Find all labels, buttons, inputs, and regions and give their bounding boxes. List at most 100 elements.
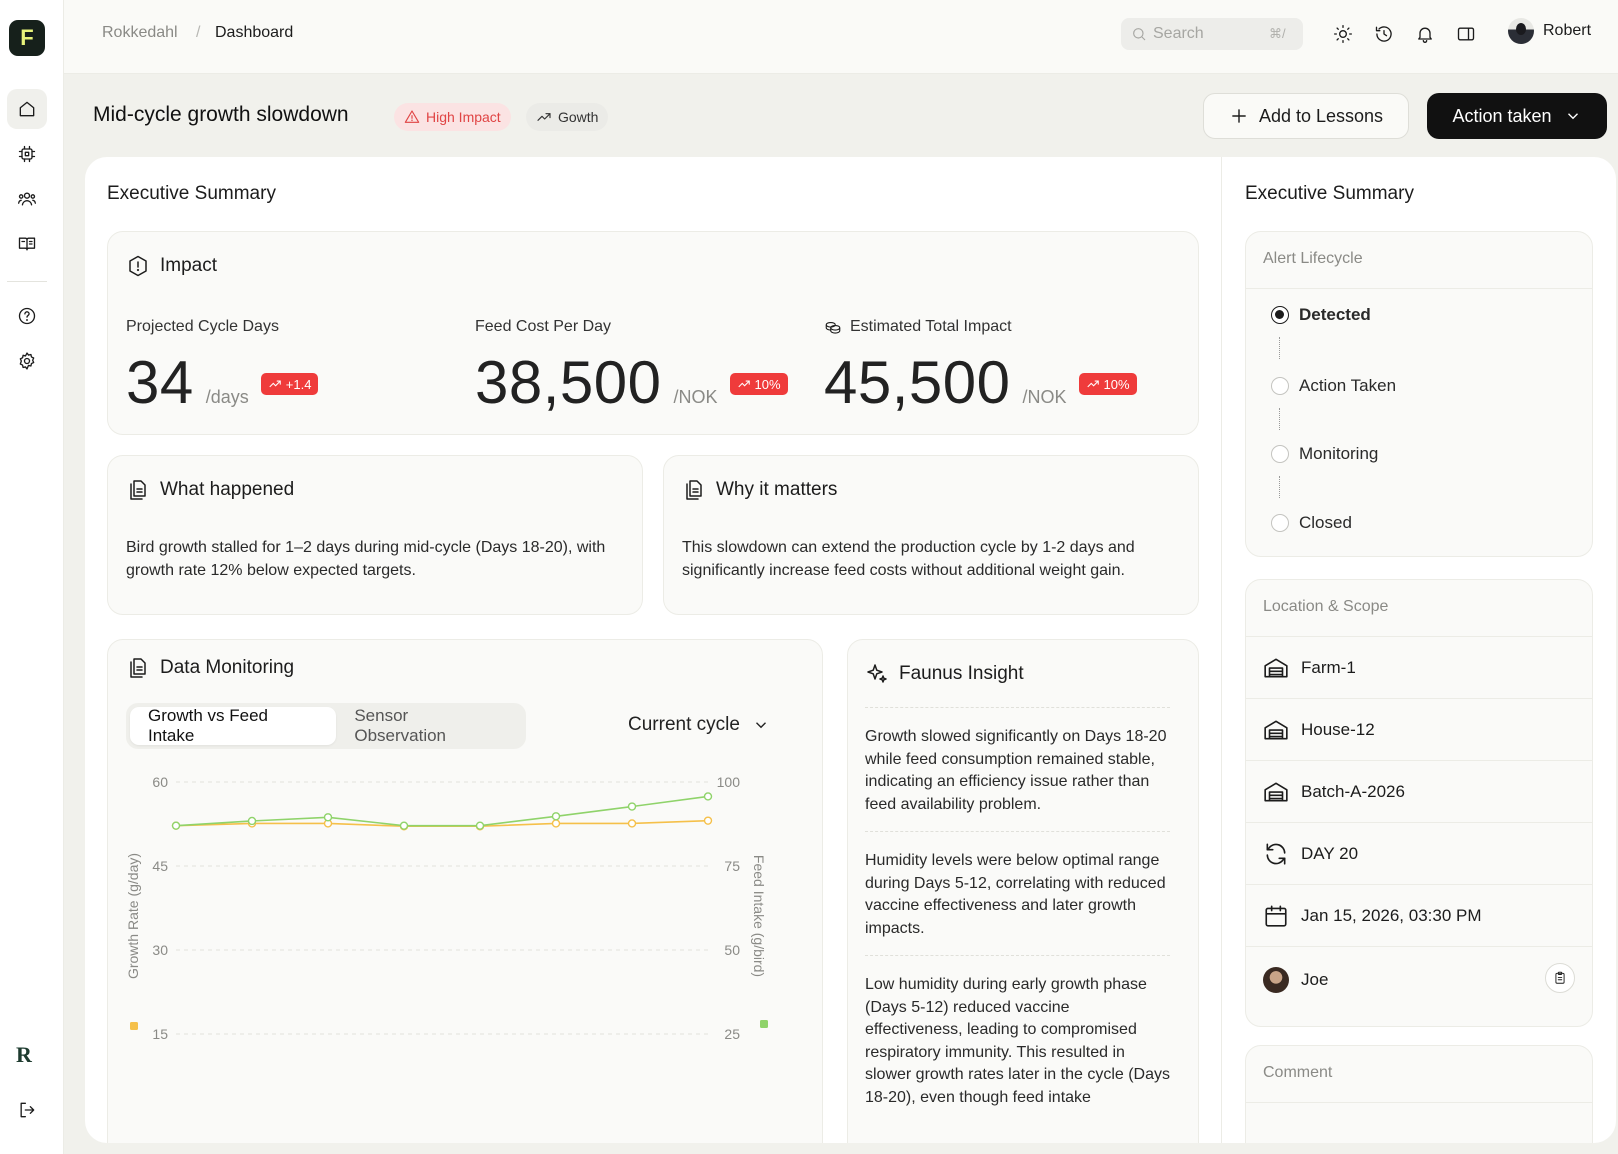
panel-toggle[interactable] (1454, 22, 1478, 46)
copy-button[interactable] (1545, 963, 1575, 993)
notifications-button[interactable] (1413, 22, 1437, 46)
search-shortcut: ⌘/ (1269, 26, 1286, 41)
what-happened-header: What happened (126, 478, 294, 502)
left-tick-label: 30 (152, 942, 168, 958)
location-date: Jan 15, 2026, 03:30 PM (1246, 885, 1592, 947)
day-value: DAY 20 (1301, 843, 1359, 863)
right-tick-label: 25 (724, 1026, 740, 1042)
breadcrumb-page[interactable]: Dashboard (215, 24, 294, 41)
insight-header: Faunus Insight (865, 662, 1024, 686)
sun-icon (1334, 25, 1352, 43)
left-axis-legend-marker (130, 1022, 138, 1030)
trend-up-icon (537, 113, 551, 121)
right-tick-label: 100 (717, 774, 741, 790)
theme-toggle[interactable] (1331, 22, 1355, 46)
metric-cycle-days: Projected Cycle Days 34 /days +1.4 (126, 316, 319, 417)
step-action-taken[interactable]: Action Taken (1271, 376, 1396, 396)
nav-home[interactable] (7, 89, 47, 129)
what-happened-text: Bird growth stalled for 1–2 days during … (126, 539, 606, 579)
step-connector (1279, 337, 1280, 359)
user-name: Robert (1543, 22, 1592, 39)
search-box[interactable]: ⌘/ (1121, 18, 1303, 50)
clipboard-icon (1555, 971, 1565, 984)
right-axis-legend-marker (760, 1020, 768, 1028)
lifecycle-title: Alert Lifecycle (1246, 232, 1592, 289)
nav-devices[interactable] (7, 134, 47, 174)
chip-icon (18, 145, 36, 163)
data-monitoring-card: Data Monitoring Growth vs Feed Intake Se… (107, 639, 823, 1143)
series-point-0 (627, 819, 637, 828)
date-value: Jan 15, 2026, 03:30 PM (1301, 905, 1482, 925)
trend-badge: 10% (1078, 373, 1137, 395)
sidebar: F R (0, 0, 64, 1154)
impact-card: Impact Projected Cycle Days 34 /days +1.… (107, 231, 1199, 435)
location-house: House-12 (1246, 699, 1592, 761)
nav-users[interactable] (7, 179, 47, 219)
app-logo[interactable]: F (9, 20, 45, 56)
category-badge: Gowth (526, 103, 609, 131)
help-icon (18, 307, 36, 325)
impact-badge: High Impact (394, 103, 511, 131)
search-input[interactable] (1153, 25, 1263, 43)
right-axis-label: Feed Intake (g/bird) (751, 855, 767, 977)
sidebar-panel-icon (1457, 27, 1475, 41)
metric-label: Feed Cost Per Day (475, 318, 612, 335)
user-menu[interactable]: Robert (1508, 18, 1591, 44)
radio-unchecked (1271, 514, 1289, 532)
nav-lessons[interactable] (7, 224, 47, 264)
users-icon (18, 192, 36, 206)
series-point-0 (551, 819, 561, 828)
action-taken-dropdown[interactable]: Action taken (1427, 93, 1607, 139)
metric-label-row: Estimated Total Impact (824, 316, 1137, 338)
logout-button[interactable] (7, 1090, 47, 1130)
comment-card: Comment (1245, 1045, 1593, 1143)
right-tick-label: 75 (724, 858, 740, 874)
calendar-icon (1265, 904, 1287, 927)
metric-unit: /NOK (673, 387, 718, 407)
metric-unit: /days (205, 387, 249, 407)
warehouse-icon (1264, 720, 1288, 739)
cycle-select-label: Current cycle (628, 714, 740, 735)
farm-value: Farm-1 (1301, 657, 1356, 677)
search-icon (1133, 28, 1146, 41)
gear-icon (19, 352, 35, 370)
history-button[interactable] (1372, 22, 1396, 46)
tab-sensor-observation[interactable]: Sensor Observation (354, 706, 447, 745)
metric-value: 34 (126, 349, 194, 416)
insight-card: Faunus Insight Growth slowed significant… (847, 639, 1199, 1143)
comment-title: Comment (1246, 1046, 1592, 1103)
location-day: DAY 20 (1246, 823, 1592, 885)
tab-growth-vs-feed[interactable]: Growth vs Feed Intake (130, 706, 337, 745)
avatar (1263, 967, 1289, 993)
step-monitoring[interactable]: Monitoring (1271, 444, 1378, 464)
refresh-icon (1266, 842, 1286, 865)
cycle-select[interactable]: Current cycle (628, 714, 770, 736)
left-tick-label: 45 (152, 858, 168, 874)
left-tick-label: 15 (152, 1026, 168, 1042)
nav-help[interactable] (7, 296, 47, 336)
chevron-down-icon (1567, 113, 1578, 120)
add-to-lessons-button[interactable]: Add to Lessons (1203, 93, 1409, 139)
series-point-1 (475, 821, 485, 830)
bell-icon (1418, 27, 1432, 43)
document-icon (130, 658, 146, 678)
trend-value: 10% (1103, 376, 1130, 392)
nav-settings[interactable] (7, 341, 47, 381)
trend-value: 10% (754, 376, 781, 392)
breadcrumb-separator: / (196, 24, 201, 41)
step-label: Action Taken (1299, 376, 1397, 395)
metric-unit: /NOK (1022, 387, 1067, 407)
breadcrumb-org[interactable]: Rokkedahl (102, 24, 178, 41)
insight-item: Humidity levels were below optimal range… (865, 831, 1170, 940)
step-label: Detected (1299, 305, 1371, 324)
impact-badge-label: High Impact (426, 109, 501, 125)
category-badge-label: Gowth (558, 109, 599, 125)
impact-title: Impact (160, 255, 218, 276)
step-detected[interactable]: Detected (1271, 305, 1371, 325)
right-tick-label: 50 (724, 942, 740, 958)
step-closed[interactable]: Closed (1271, 513, 1352, 533)
left-axis-label: Growth Rate (g/day) (125, 853, 141, 979)
history-icon (1375, 26, 1392, 42)
main-card: Executive Summary Impact Projected Cycle… (85, 157, 1616, 1143)
metric-value: 38,500 (475, 349, 662, 416)
